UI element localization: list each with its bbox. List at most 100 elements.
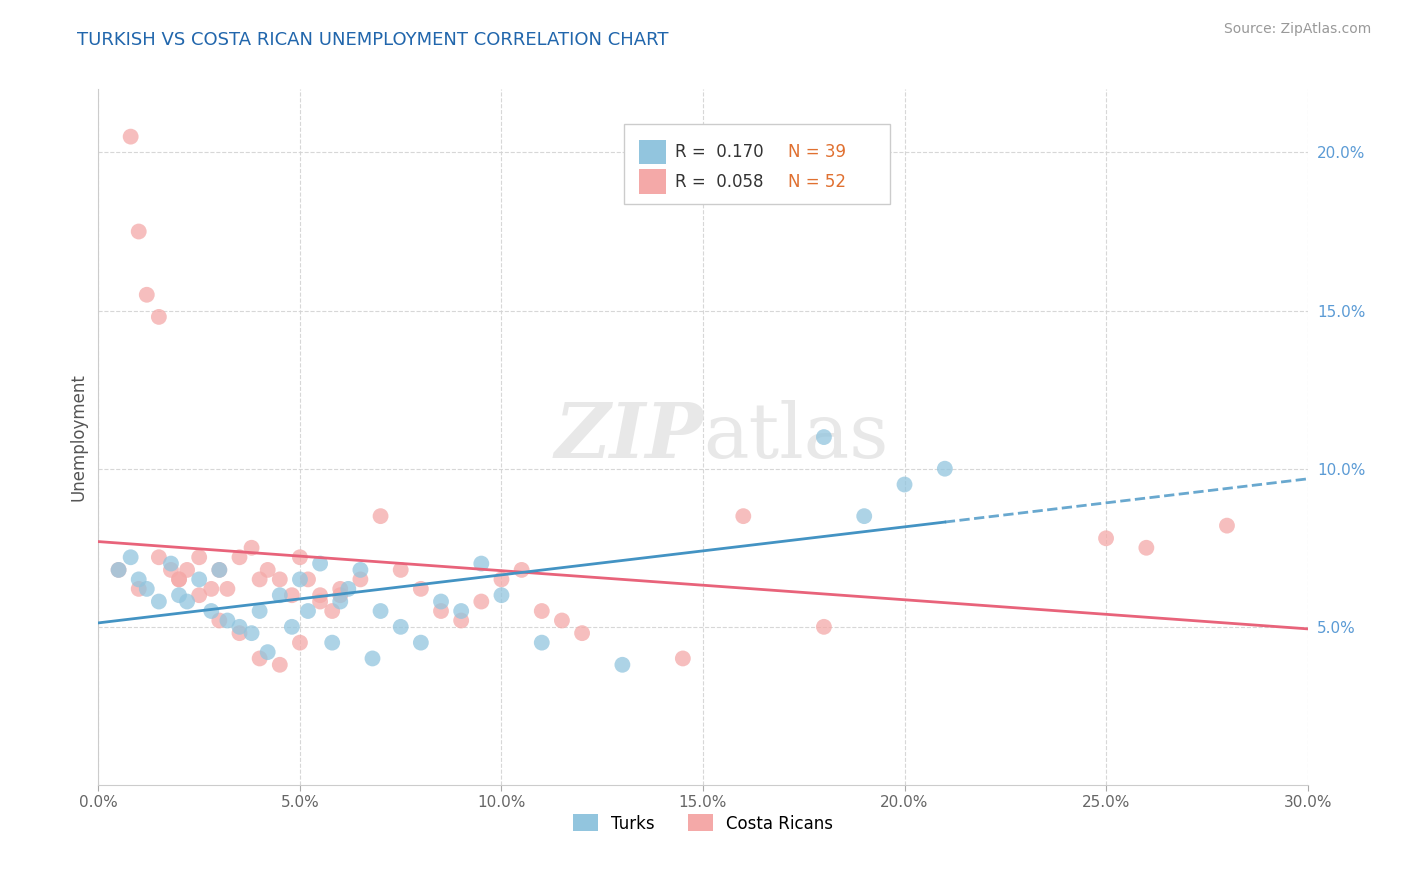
Text: TURKISH VS COSTA RICAN UNEMPLOYMENT CORRELATION CHART: TURKISH VS COSTA RICAN UNEMPLOYMENT CORR… xyxy=(77,31,669,49)
Point xyxy=(167,573,190,587)
Text: Source: ZipAtlas.com: Source: ZipAtlas.com xyxy=(1223,22,1371,37)
Point xyxy=(176,594,198,608)
Point xyxy=(148,550,170,565)
Point xyxy=(188,573,211,587)
Point xyxy=(934,461,956,475)
Point xyxy=(370,509,392,524)
Point xyxy=(208,614,231,628)
Point xyxy=(409,582,432,596)
Point xyxy=(256,563,278,577)
Point xyxy=(329,588,352,602)
Point xyxy=(813,430,835,444)
Point xyxy=(200,582,222,596)
Point xyxy=(208,563,231,577)
Point xyxy=(551,614,574,628)
Point xyxy=(281,620,304,634)
Text: ZIP: ZIP xyxy=(554,401,703,474)
Point xyxy=(349,563,371,577)
Text: N = 52: N = 52 xyxy=(787,172,845,191)
Point xyxy=(530,635,553,649)
Point xyxy=(470,594,492,608)
Point xyxy=(269,573,291,587)
Text: N = 39: N = 39 xyxy=(787,143,845,161)
Point xyxy=(288,550,311,565)
Point xyxy=(321,604,343,618)
Point xyxy=(120,550,142,565)
Point xyxy=(269,657,291,672)
Point xyxy=(309,594,332,608)
Point xyxy=(470,557,492,571)
Point xyxy=(530,604,553,618)
Point xyxy=(208,563,231,577)
Point xyxy=(409,635,432,649)
Point xyxy=(107,563,129,577)
Point xyxy=(228,550,250,565)
Point xyxy=(228,620,250,634)
Point xyxy=(733,509,755,524)
Point xyxy=(249,651,271,665)
Point xyxy=(329,582,352,596)
Point xyxy=(297,573,319,587)
Text: R =  0.170: R = 0.170 xyxy=(675,143,763,161)
Point xyxy=(370,604,392,618)
Point xyxy=(167,588,190,602)
Point xyxy=(200,604,222,618)
Point xyxy=(228,626,250,640)
Y-axis label: Unemployment: Unemployment xyxy=(69,373,87,501)
Point xyxy=(135,287,157,301)
Point xyxy=(217,582,239,596)
Point xyxy=(256,645,278,659)
Point xyxy=(188,588,211,602)
Point xyxy=(450,614,472,628)
Bar xyxy=(638,140,665,164)
Text: R =  0.058: R = 0.058 xyxy=(675,172,763,191)
Point xyxy=(288,635,311,649)
Point xyxy=(309,557,332,571)
Point xyxy=(148,310,170,324)
Point xyxy=(329,594,352,608)
Point xyxy=(167,573,190,587)
Point xyxy=(288,573,311,587)
Point xyxy=(249,573,271,587)
Bar xyxy=(624,124,890,204)
Point xyxy=(128,573,150,587)
Point xyxy=(269,588,291,602)
Point xyxy=(297,604,319,618)
Legend: Turks, Costa Ricans: Turks, Costa Ricans xyxy=(567,808,839,839)
Point xyxy=(510,563,533,577)
Point xyxy=(430,604,453,618)
Point xyxy=(813,620,835,634)
Point xyxy=(148,594,170,608)
Point xyxy=(217,614,239,628)
Bar xyxy=(638,169,665,194)
Point xyxy=(160,563,183,577)
Point xyxy=(1135,541,1157,555)
Point xyxy=(853,509,876,524)
Point xyxy=(450,604,472,618)
Point xyxy=(893,477,915,491)
Point xyxy=(491,588,513,602)
Point xyxy=(491,573,513,587)
Point xyxy=(188,550,211,565)
Point xyxy=(160,557,183,571)
Point xyxy=(612,657,634,672)
Point xyxy=(361,651,384,665)
Point xyxy=(240,626,263,640)
Point xyxy=(309,588,332,602)
Point xyxy=(135,582,157,596)
Point xyxy=(249,604,271,618)
Point xyxy=(389,620,412,634)
Point xyxy=(321,635,343,649)
Point xyxy=(176,563,198,577)
Point xyxy=(571,626,593,640)
Point xyxy=(281,588,304,602)
Point xyxy=(430,594,453,608)
Point xyxy=(107,563,129,577)
Point xyxy=(1216,518,1239,533)
Point xyxy=(120,129,142,144)
Point xyxy=(128,225,150,239)
Point xyxy=(349,573,371,587)
Text: atlas: atlas xyxy=(703,401,889,474)
Point xyxy=(240,541,263,555)
Point xyxy=(672,651,695,665)
